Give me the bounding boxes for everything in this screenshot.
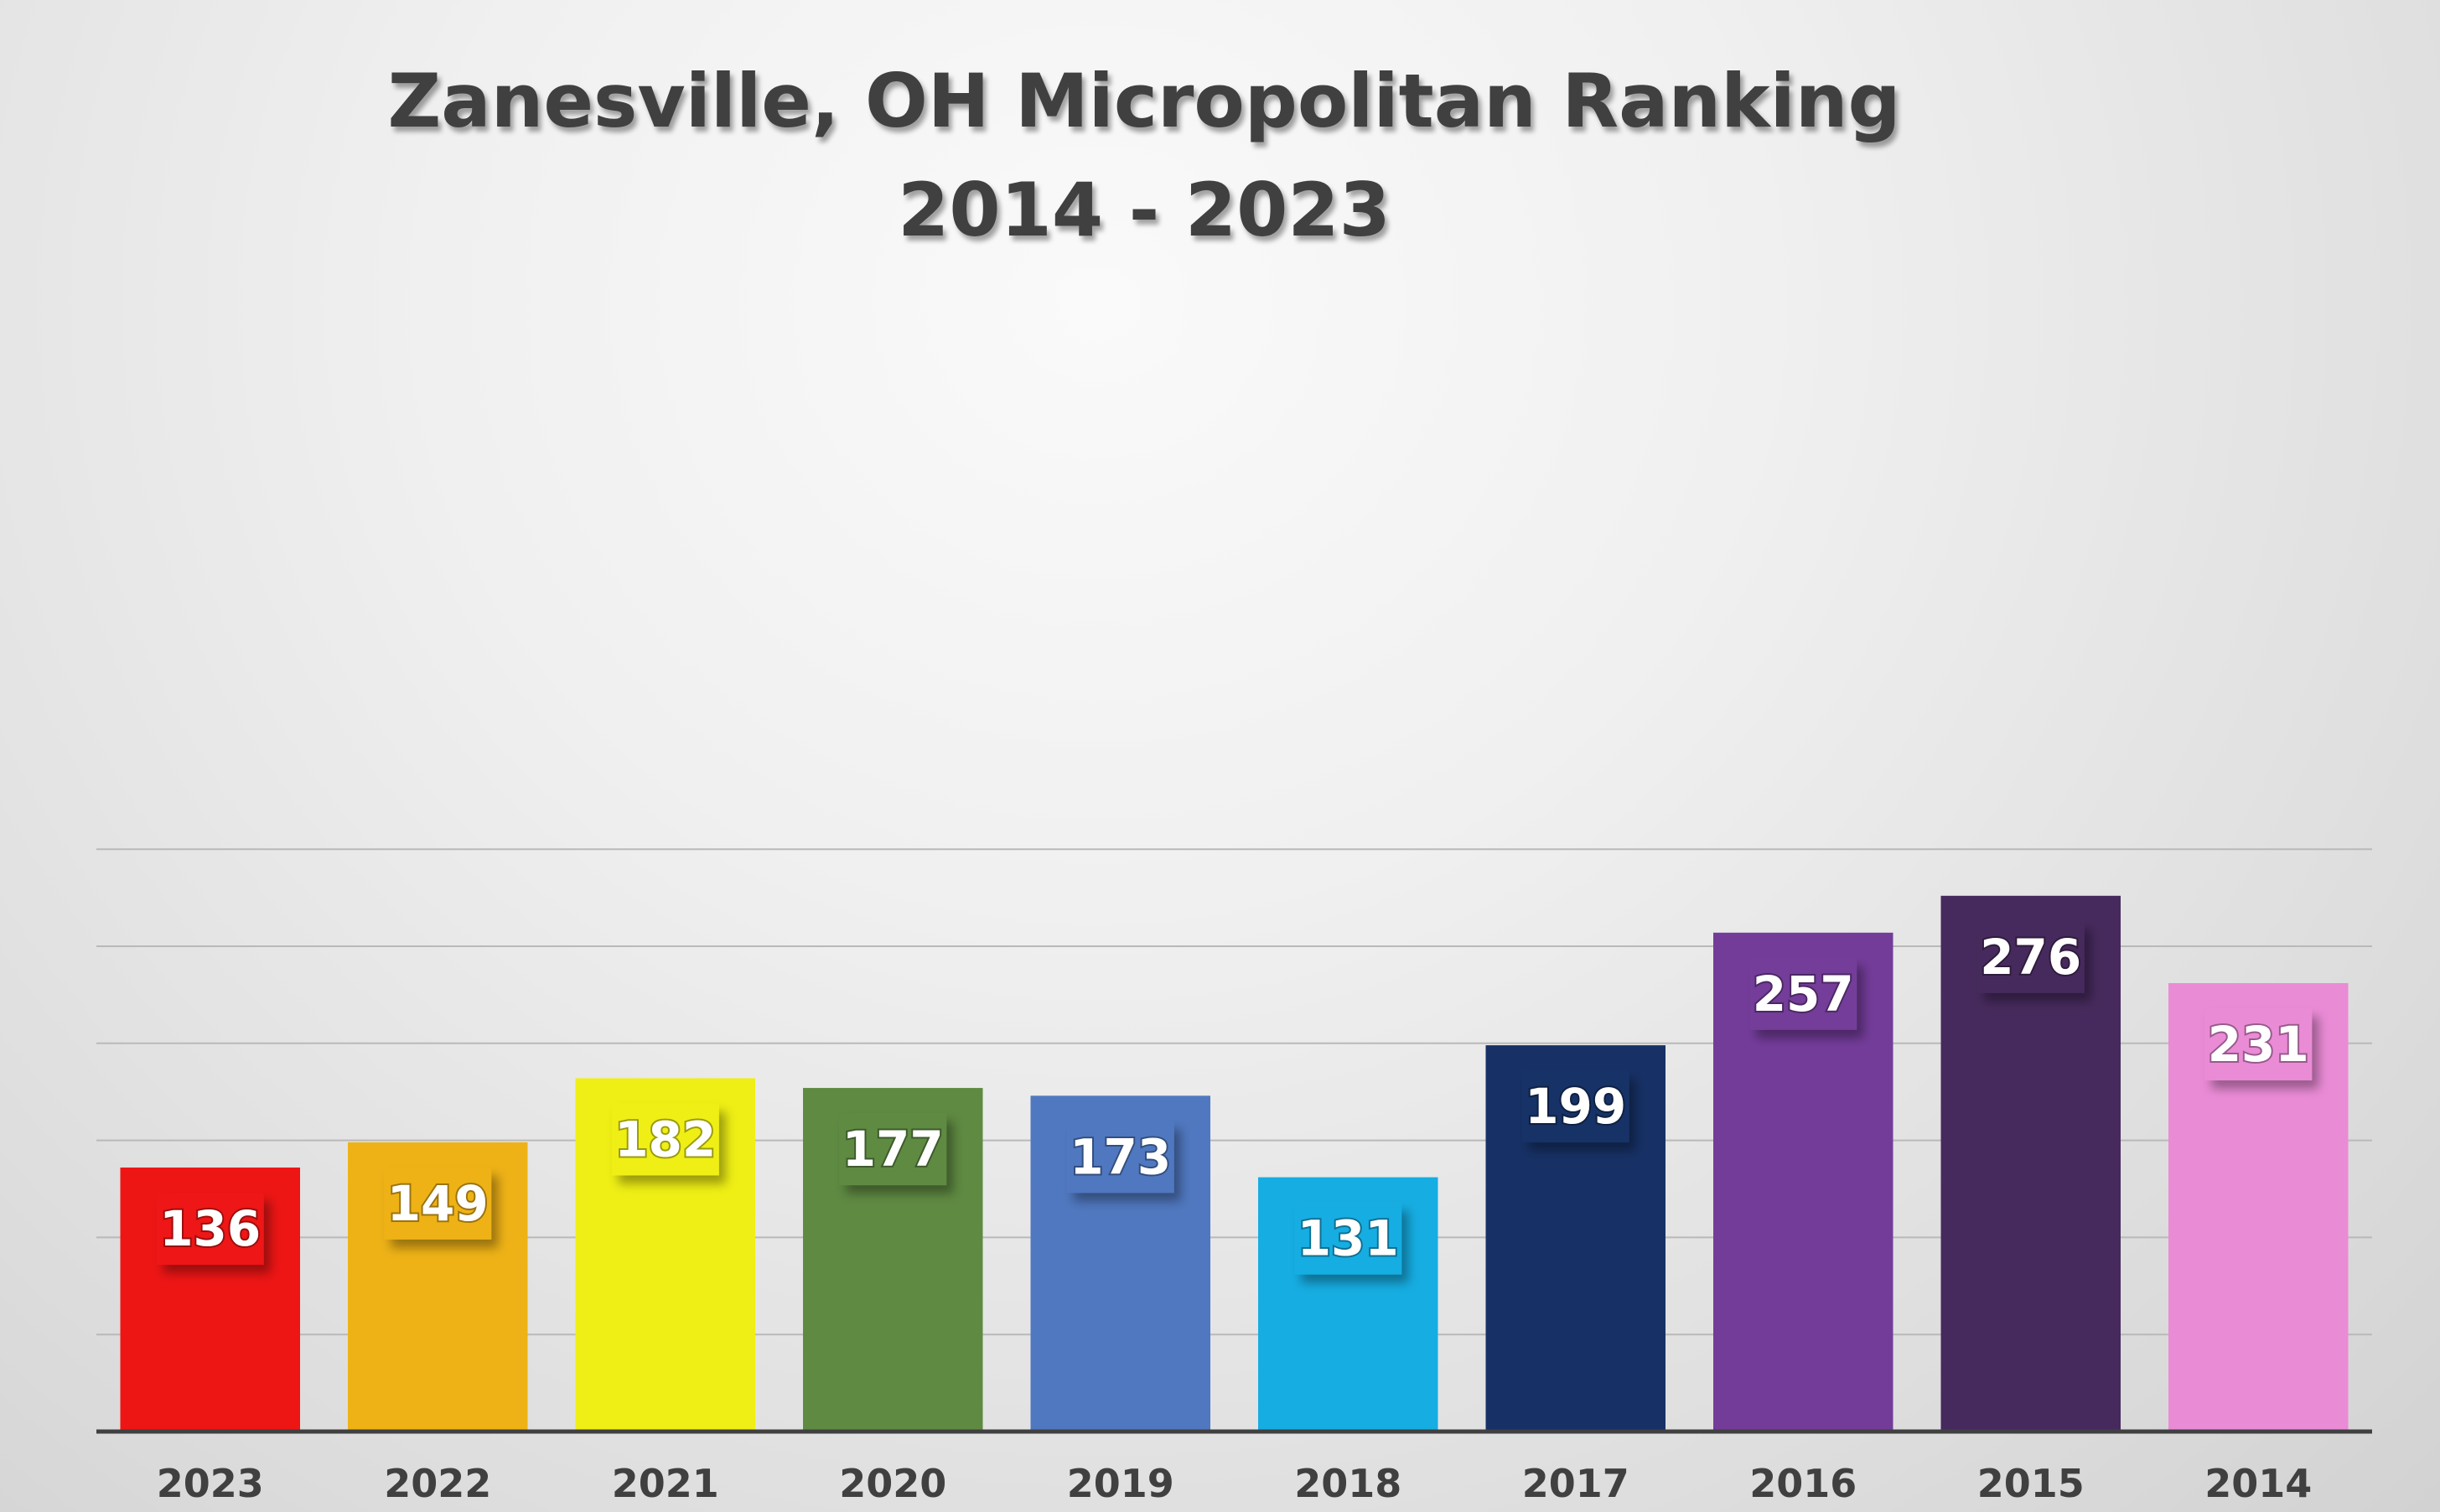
data-labels: 136 149 182 177 173 131 199 257 276 231 bbox=[156, 920, 2313, 1275]
data-label-2023: 136 bbox=[156, 1193, 264, 1266]
data-label-text-2016: 257 bbox=[1753, 966, 1854, 1023]
x-tick-label-2015: 2015 bbox=[1977, 1461, 2085, 1506]
data-label-text-2022: 149 bbox=[387, 1175, 489, 1232]
data-label-text-2020: 177 bbox=[842, 1121, 944, 1178]
data-label-box-2016 bbox=[1749, 957, 1857, 1030]
x-tick-label-2014: 2014 bbox=[2204, 1461, 2312, 1506]
data-label-text-2017: 199 bbox=[1525, 1078, 1626, 1135]
data-label-box-2022 bbox=[384, 1167, 492, 1240]
data-label-box-2019 bbox=[1066, 1121, 1174, 1194]
x-tick-label-2018: 2018 bbox=[1294, 1461, 1401, 1506]
data-label-2017: 199 bbox=[1521, 1070, 1629, 1143]
data-label-2022: 149 bbox=[384, 1167, 492, 1240]
bars bbox=[120, 895, 2349, 1432]
data-label-text-2023: 136 bbox=[159, 1200, 261, 1257]
x-tick-label-2022: 2022 bbox=[384, 1461, 491, 1506]
data-label-2018: 131 bbox=[1294, 1202, 1402, 1275]
data-label-2021: 182 bbox=[611, 1103, 719, 1176]
chart-title-line-1: Zanesville, OH Micropolitan Ranking bbox=[387, 58, 1901, 144]
data-label-box-2018 bbox=[1294, 1202, 1402, 1275]
data-label-box-2021 bbox=[611, 1103, 719, 1176]
data-label-box-2014 bbox=[2204, 1008, 2313, 1081]
data-label-text-2018: 131 bbox=[1298, 1210, 1399, 1267]
data-label-box-2017 bbox=[1521, 1070, 1629, 1143]
chart-title: Zanesville, OH Micropolitan Ranking 2014… bbox=[0, 47, 2288, 265]
data-label-2020: 177 bbox=[839, 1113, 947, 1186]
chart-title-line-2: 2014 - 2023 bbox=[898, 167, 1391, 253]
data-label-text-2019: 173 bbox=[1070, 1128, 1171, 1185]
data-label-text-2021: 182 bbox=[614, 1111, 716, 1168]
data-label-box-2023 bbox=[156, 1193, 264, 1266]
data-label-text-2015: 276 bbox=[1980, 929, 2081, 986]
data-label-2014: 231 bbox=[2204, 1008, 2313, 1081]
x-tick-label-2016: 2016 bbox=[1749, 1461, 1857, 1506]
data-label-2019: 173 bbox=[1066, 1121, 1174, 1194]
x-tick-label-2017: 2017 bbox=[1522, 1461, 1629, 1506]
data-label-box-2015 bbox=[1976, 920, 2085, 993]
x-tick-label-2019: 2019 bbox=[1067, 1461, 1174, 1506]
data-label-2015: 276 bbox=[1976, 920, 2085, 993]
data-label-2016: 257 bbox=[1749, 957, 1857, 1030]
data-label-text-2014: 231 bbox=[2208, 1016, 2309, 1073]
x-axis-tick-labels: 2023 2022 2021 2020 2019 2018 2017 2016 2015 2014 bbox=[157, 1461, 2313, 1506]
x-tick-label-2020: 2020 bbox=[839, 1461, 946, 1506]
x-tick-label-2023: 2023 bbox=[157, 1461, 264, 1506]
data-label-box-2020 bbox=[839, 1113, 947, 1186]
x-tick-label-2021: 2021 bbox=[612, 1461, 719, 1506]
